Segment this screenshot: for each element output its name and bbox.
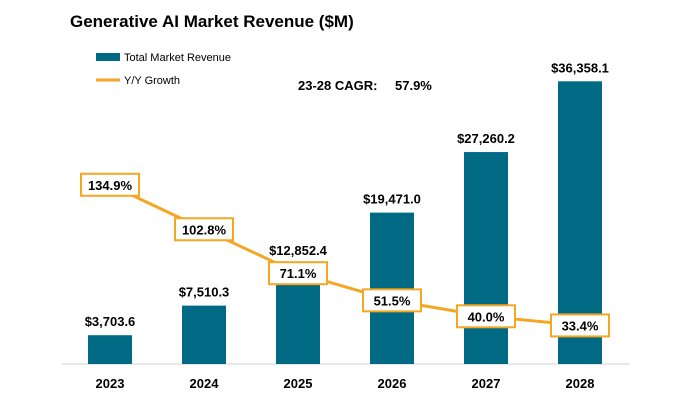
growth-label-2024: 102.8%	[182, 222, 227, 237]
x-tick-2026: 2026	[378, 376, 407, 391]
growth-label-box-2027	[456, 304, 516, 329]
x-tick-2027: 2027	[472, 376, 501, 391]
legend-swatch-bar	[96, 53, 120, 61]
bar-value-label-2027: $27,260.2	[457, 131, 515, 146]
bar-value-label-2024: $7,510.3	[179, 285, 230, 300]
growth-label-box-2028	[550, 313, 610, 338]
bar-2024	[182, 305, 226, 364]
legend-label-line: Y/Y Growth	[124, 75, 180, 87]
x-axis-ticks: 2023 2024 2025 2026 2027 2028	[96, 376, 595, 391]
bars	[88, 81, 602, 365]
growth-label-2027: 40.0%	[468, 309, 505, 324]
bar-value-label-2028: $36,358.1	[551, 60, 609, 75]
growth-label-2028: 33.4%	[562, 318, 599, 333]
x-tick-2023: 2023	[96, 376, 125, 391]
growth-label-box-2023	[80, 172, 140, 197]
bar-value-labels: $3,703.6 $7,510.3 $12,852.4 $19,471.0 $27,26…	[85, 60, 609, 329]
growth-label-box-2026	[362, 288, 422, 313]
legend: Total Market Revenue Y/Y Growth	[96, 52, 231, 87]
x-tick-2024: 2024	[190, 376, 220, 391]
bar-2023	[88, 335, 132, 364]
bar-2026	[370, 212, 414, 364]
cagr-label: 23-28 CAGR:	[298, 78, 377, 93]
growth-label-box-2025	[268, 261, 328, 286]
growth-label-box-2024	[174, 217, 234, 242]
bar-2027	[464, 152, 508, 364]
growth-label-2025: 71.1%	[280, 266, 317, 281]
growth-label-2026: 51.5%	[374, 293, 411, 308]
cagr-annotation: 23-28 CAGR: 57.9%	[298, 78, 432, 93]
growth-label-2023: 134.9%	[88, 178, 133, 193]
chart-title: Generative AI Market Revenue ($M)	[70, 12, 354, 31]
bar-value-label-2023: $3,703.6	[85, 314, 136, 329]
legend-label-bar: Total Market Revenue	[124, 52, 231, 64]
cagr-value: 57.9%	[395, 78, 432, 93]
x-tick-2025: 2025	[284, 376, 313, 391]
growth-labels: 134.9% 102.8% 71.1% 51.5% 40.0% 33.4%	[80, 172, 610, 338]
bar-value-label-2025: $12,852.4	[269, 243, 328, 258]
bar-value-label-2026: $19,471.0	[363, 192, 421, 207]
x-tick-2028: 2028	[566, 376, 595, 391]
